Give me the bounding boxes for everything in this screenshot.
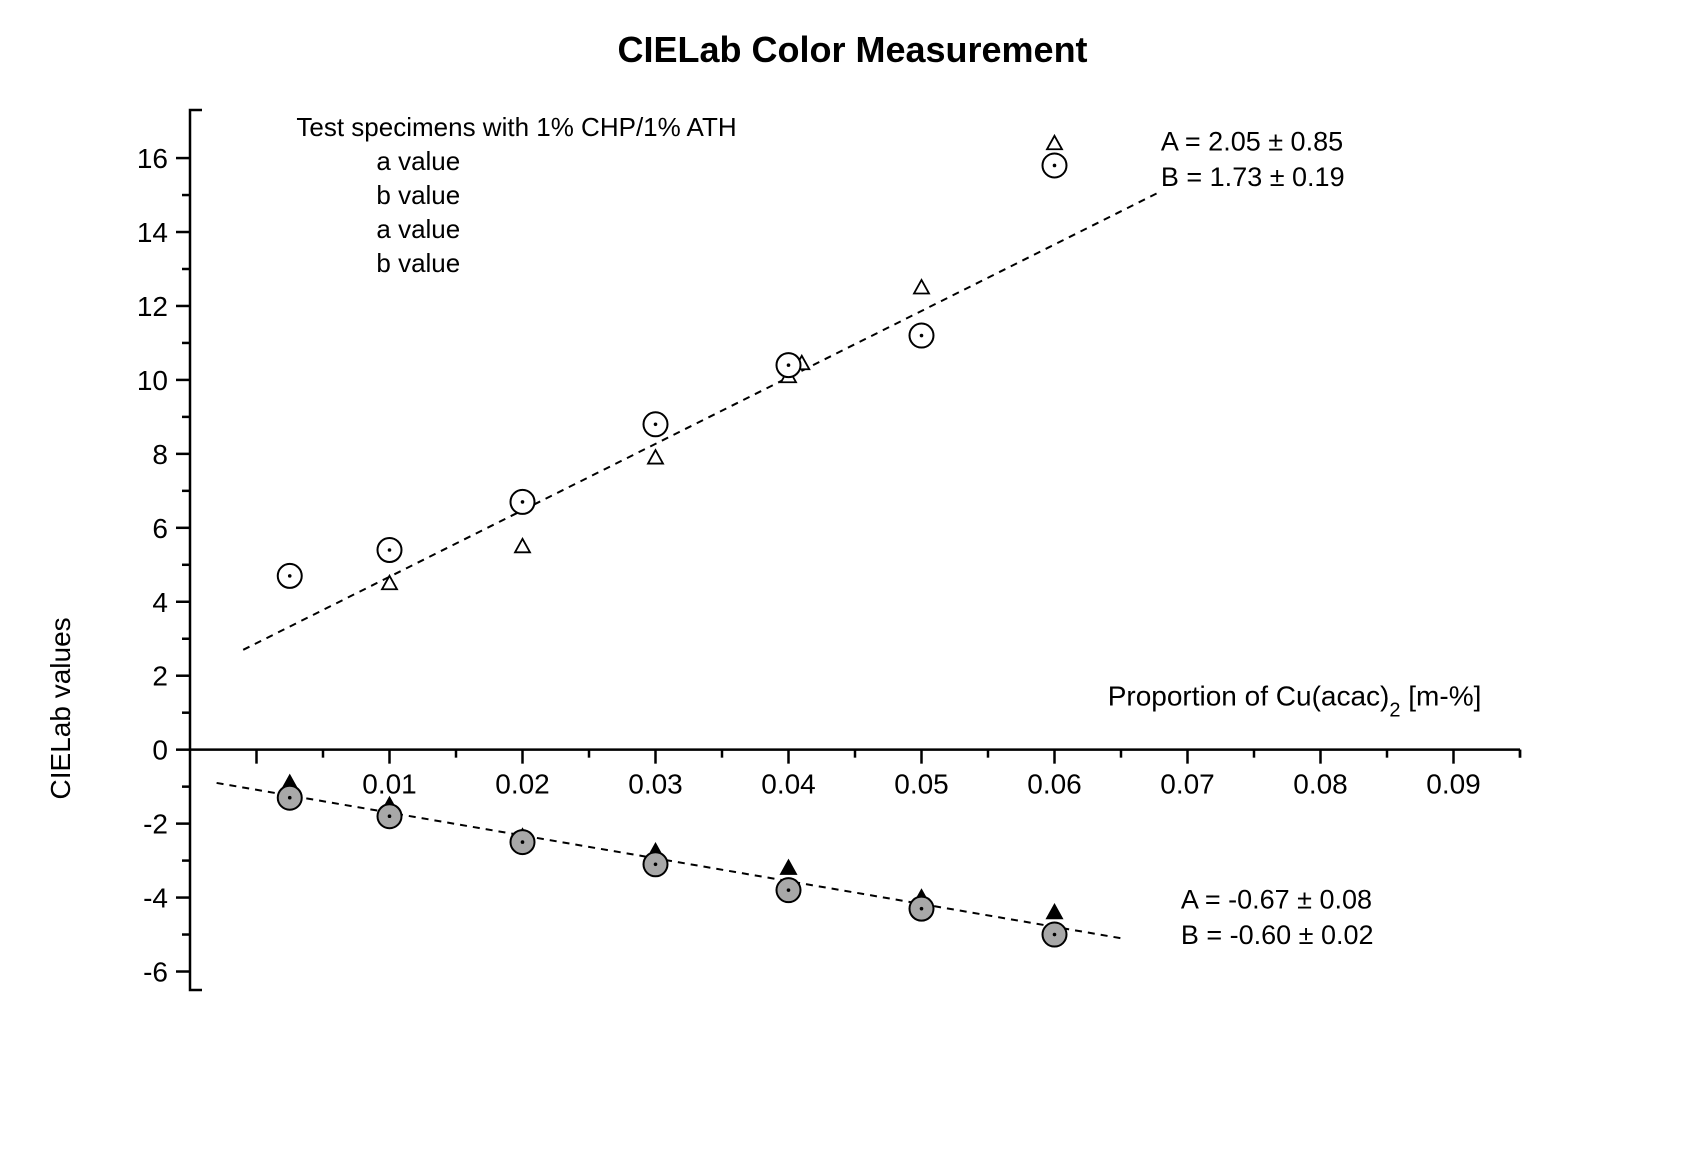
marker-center-dot	[787, 363, 791, 367]
y-tick-label: 6	[152, 513, 168, 544]
y-tick-label: 14	[137, 217, 168, 248]
y-axis	[190, 110, 202, 990]
x-tick-label: 0.09	[1426, 769, 1481, 800]
marker-center-dot	[654, 422, 658, 426]
legend-item: a value	[376, 146, 460, 176]
y-tick-label: 12	[137, 291, 168, 322]
chart-svg: CIELab Color Measurement -6 -4 -2 0 2 4 6 8 10 12 1…	[0, 0, 1705, 1158]
data-marker-triangle	[914, 280, 929, 294]
chart-container: CIELab Color Measurement -6 -4 -2 0 2 4 6 8 10 12 1…	[0, 0, 1705, 1158]
fit-annotation-top-b: B = 1.73 ± 0.19	[1161, 162, 1345, 192]
marker-center-dot	[1053, 933, 1057, 937]
x-tick-label: 0.04	[761, 769, 816, 800]
x-axis-label: Proportion of Cu(acac)2 [m-%]	[1108, 680, 1482, 721]
y-tick-label: 10	[137, 365, 168, 396]
y-tick-label: 2	[152, 661, 168, 692]
marker-center-dot	[388, 814, 392, 818]
y-tick-label: 0	[152, 735, 168, 766]
fit-annotation-top-a: A = 2.05 ± 0.85	[1161, 127, 1343, 157]
data-marker-triangle	[382, 576, 397, 590]
marker-center-dot	[920, 334, 924, 338]
y-tick-label: -4	[143, 883, 168, 914]
data-marker-triangle	[648, 450, 663, 464]
marker-center-dot	[787, 888, 791, 892]
legend-item: b value	[376, 248, 460, 278]
marker-center-dot	[288, 574, 292, 578]
x-tick-label: 0.03	[628, 769, 683, 800]
y-tick-label: -2	[143, 809, 168, 840]
y-tick-label: -6	[143, 957, 168, 988]
fit-line-lower	[217, 783, 1121, 938]
marker-center-dot	[920, 907, 924, 911]
x-tick-label: 0.01	[362, 769, 417, 800]
chart-title: CIELab Color Measurement	[617, 29, 1087, 70]
fit-annotation-bottom-a: A = -0.67 ± 0.08	[1181, 885, 1372, 915]
x-tick-label: 0.02	[495, 769, 550, 800]
data-marker-triangle	[1047, 905, 1062, 919]
x-tick-label: 0.07	[1160, 769, 1215, 800]
marker-center-dot	[288, 796, 292, 800]
legend-header: Test specimens with 1% CHP/1% ATH	[296, 112, 736, 142]
data-marker-triangle	[1047, 136, 1062, 150]
y-tick-label: 4	[152, 587, 168, 618]
x-tick-label: 0.08	[1293, 769, 1348, 800]
marker-center-dot	[1053, 164, 1057, 168]
x-tick-label: 0.05	[894, 769, 949, 800]
legend-item: a value	[376, 214, 460, 244]
legend-item: b value	[376, 180, 460, 210]
legend: Test specimens with 1% CHP/1% ATH a value…	[296, 112, 736, 278]
fit-annotation-bottom-b: B = -0.60 ± 0.02	[1181, 920, 1374, 950]
y-tick-label: 8	[152, 439, 168, 470]
marker-center-dot	[521, 840, 525, 844]
data-marker-triangle	[781, 860, 796, 874]
marker-center-dot	[521, 500, 525, 504]
y-tick-label: 16	[137, 143, 168, 174]
marker-center-dot	[388, 548, 392, 552]
marker-center-dot	[654, 862, 658, 866]
y-axis-label: CIELab values	[45, 617, 76, 799]
data-marker-triangle	[515, 539, 530, 553]
x-tick-label: 0.06	[1027, 769, 1082, 800]
